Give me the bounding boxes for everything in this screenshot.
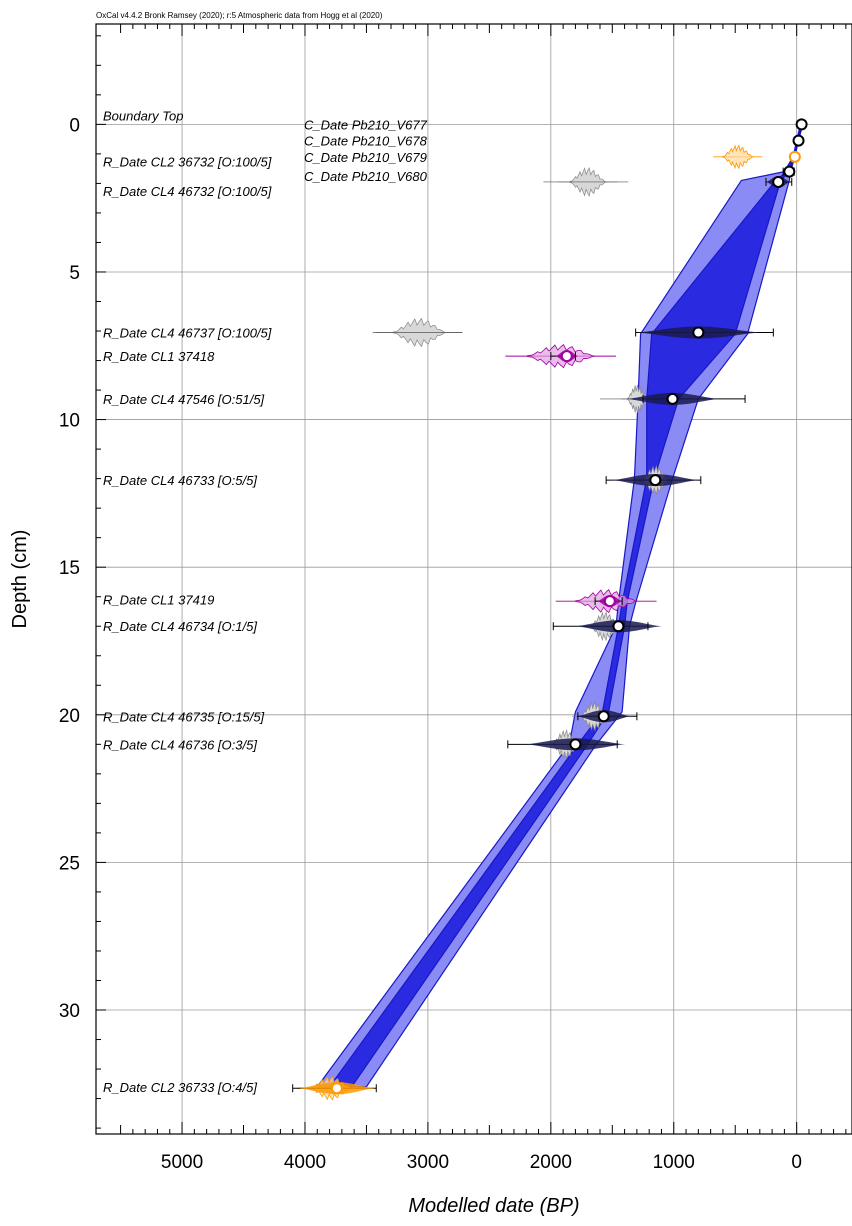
x-tick-label: 4000	[284, 1152, 326, 1173]
sample-label: R_Date CL2 36733 [O:4/5]	[103, 1080, 257, 1095]
age-depth-envelope	[316, 123, 804, 1088]
sample-label: C_Date Pb210_V679	[304, 150, 427, 165]
x-tick-label: 3000	[407, 1152, 449, 1173]
grid	[96, 24, 852, 1134]
median-marker	[649, 474, 662, 487]
y-tick-label: 5	[69, 263, 80, 284]
median-marker	[792, 134, 805, 147]
median-marker	[569, 738, 582, 751]
y-tick-label: 0	[69, 115, 80, 136]
axis-ticks: 5000 4000 3000 2000 1000 0 0 5 10 15 20 25 30	[59, 24, 847, 1173]
plot-frame	[95, 23, 852, 1135]
sample-label: R_Date CL4 46736 [O:3/5]	[103, 737, 257, 752]
envelope-68-range	[328, 123, 803, 1088]
sample-label: C_Date Pb210_V678	[304, 134, 428, 149]
median-marker	[666, 392, 679, 405]
median-marker	[612, 620, 625, 633]
sample-label: R_Date CL4 46732 [O:100/5]	[103, 184, 272, 199]
y-tick-label: 20	[59, 706, 80, 727]
prior-distribution	[721, 144, 755, 170]
x-axis-title: Modelled date (BP)	[408, 1195, 579, 1217]
sample-label: Boundary Top	[103, 109, 183, 124]
sample-label: C_Date Pb210_V680	[304, 169, 428, 184]
sample-label: C_Date Pb210_V677	[304, 117, 428, 132]
sample-labels: Boundary Top C_Date Pb210_V677 C_Date Pb21…	[103, 109, 428, 1095]
median-marker	[783, 165, 796, 178]
prior-distributions	[376, 166, 677, 760]
median-marker	[603, 595, 616, 608]
median-marker	[795, 118, 808, 131]
median-marker	[597, 710, 610, 723]
x-tick-label: 1000	[653, 1152, 695, 1173]
y-tick-label: 10	[59, 411, 80, 432]
date-markers	[292, 118, 808, 1101]
x-tick-label: 0	[791, 1152, 802, 1173]
y-tick-label: 15	[59, 558, 80, 579]
y-axis-title: Depth (cm)	[9, 530, 31, 629]
sample-label: R_Date CL4 46733 [O:5/5]	[103, 473, 257, 488]
sample-label: R_Date CL4 46737 [O:100/5]	[103, 325, 272, 340]
x-tick-label: 5000	[161, 1152, 203, 1173]
sample-label: R_Date CL4 47546 [O:51/5]	[103, 392, 265, 407]
median-marker	[330, 1082, 343, 1095]
sample-label: R_Date CL4 46734 [O:1/5]	[103, 619, 257, 634]
sample-label: R_Date CL4 46735 [O:15/5]	[103, 709, 265, 724]
median-marker	[692, 326, 705, 339]
median-marker	[560, 350, 573, 363]
x-tick-label: 2000	[530, 1152, 572, 1173]
credit-text: OxCal v4.4.2 Bronk Ramsey (2020); r:5 At…	[96, 11, 383, 20]
sample-label: R_Date CL1 37418	[103, 349, 215, 364]
y-tick-label: 30	[59, 1001, 80, 1022]
sample-label: R_Date CL1 37419	[103, 593, 214, 608]
y-tick-label: 25	[59, 853, 80, 874]
median-marker	[788, 150, 801, 163]
median-marker	[772, 175, 785, 188]
sample-label: R_Date CL2 36732 [O:100/5]	[103, 154, 272, 169]
